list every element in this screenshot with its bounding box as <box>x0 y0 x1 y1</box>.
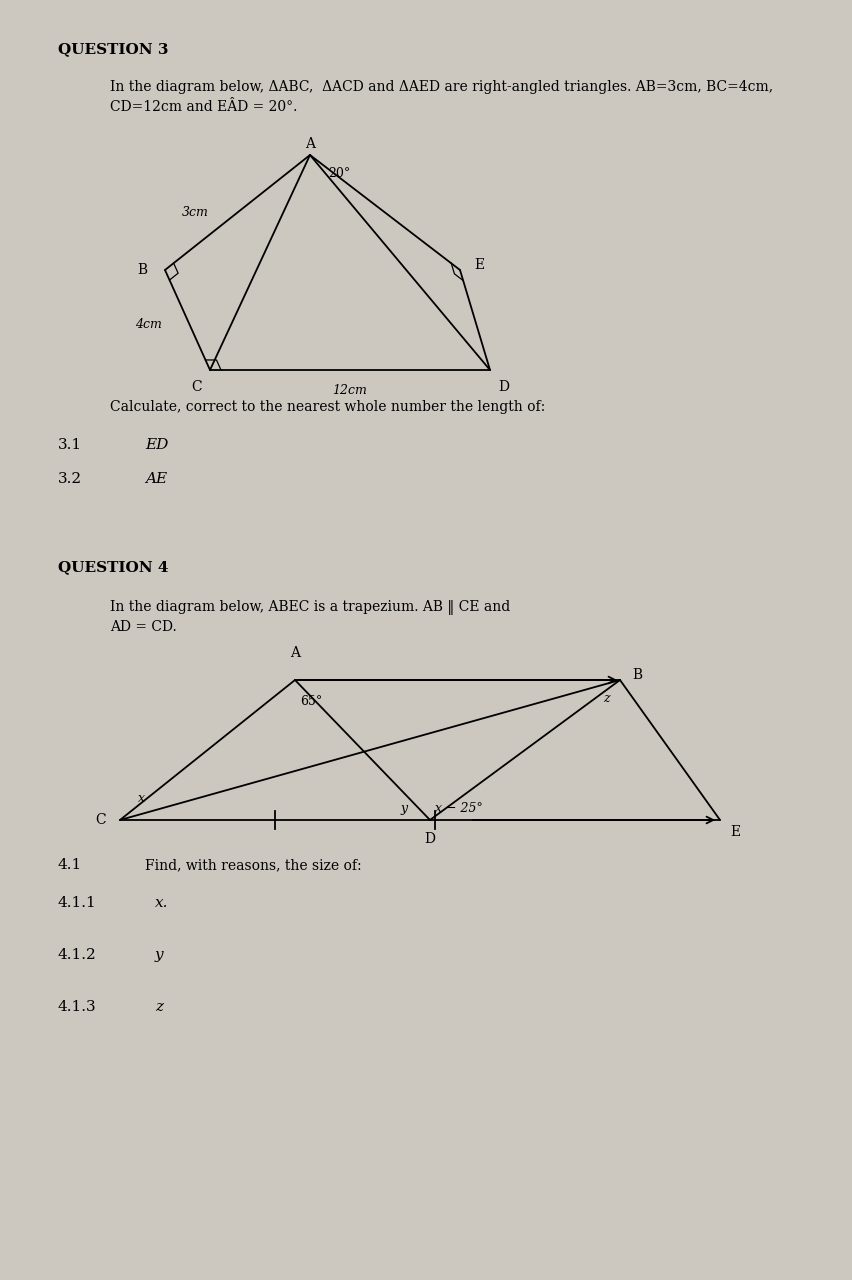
Text: 3cm: 3cm <box>182 206 209 219</box>
Text: E: E <box>474 259 484 271</box>
Text: In the diagram below, ΔABC,  ΔACD and ΔAED are right-angled triangles. AB=3cm, B: In the diagram below, ΔABC, ΔACD and ΔAE… <box>110 79 772 93</box>
Text: A: A <box>305 137 314 151</box>
Text: AD = CD.: AD = CD. <box>110 620 176 634</box>
Text: x.: x. <box>155 896 169 910</box>
Text: QUESTION 3: QUESTION 3 <box>58 42 169 56</box>
Text: B: B <box>631 668 642 682</box>
Text: x − 25°: x − 25° <box>435 803 482 815</box>
Text: Find, with reasons, the size of:: Find, with reasons, the size of: <box>145 858 361 872</box>
Text: B: B <box>136 262 147 276</box>
Text: 12cm: 12cm <box>332 384 367 397</box>
Text: QUESTION 4: QUESTION 4 <box>58 561 169 573</box>
Text: E: E <box>729 826 740 838</box>
Text: D: D <box>498 380 509 394</box>
Text: z: z <box>155 1000 163 1014</box>
Text: In the diagram below, ABEC is a trapezium. AB ‖ CE and: In the diagram below, ABEC is a trapeziu… <box>110 600 509 614</box>
Text: 20°: 20° <box>328 166 350 180</box>
Text: D: D <box>424 832 435 846</box>
Text: 4cm: 4cm <box>135 319 162 332</box>
Text: 4.1.3: 4.1.3 <box>58 1000 96 1014</box>
Text: 4.1.1: 4.1.1 <box>58 896 96 910</box>
Text: 3.2: 3.2 <box>58 472 82 486</box>
Text: C: C <box>95 813 106 827</box>
Text: C: C <box>191 380 202 394</box>
Text: 3.1: 3.1 <box>58 438 82 452</box>
Text: 4.1.2: 4.1.2 <box>58 948 96 963</box>
Text: ED: ED <box>145 438 168 452</box>
Text: y: y <box>155 948 164 963</box>
Text: 65°: 65° <box>300 695 322 708</box>
Text: x: x <box>138 792 145 805</box>
Text: CD=12cm and EÂD = 20°.: CD=12cm and EÂD = 20°. <box>110 100 297 114</box>
Text: y: y <box>400 803 407 815</box>
Text: z: z <box>602 692 609 705</box>
Text: A: A <box>290 646 300 660</box>
Text: 4.1: 4.1 <box>58 858 82 872</box>
Text: Calculate, correct to the nearest whole number the length of:: Calculate, correct to the nearest whole … <box>110 399 544 413</box>
Text: AE: AE <box>145 472 167 486</box>
